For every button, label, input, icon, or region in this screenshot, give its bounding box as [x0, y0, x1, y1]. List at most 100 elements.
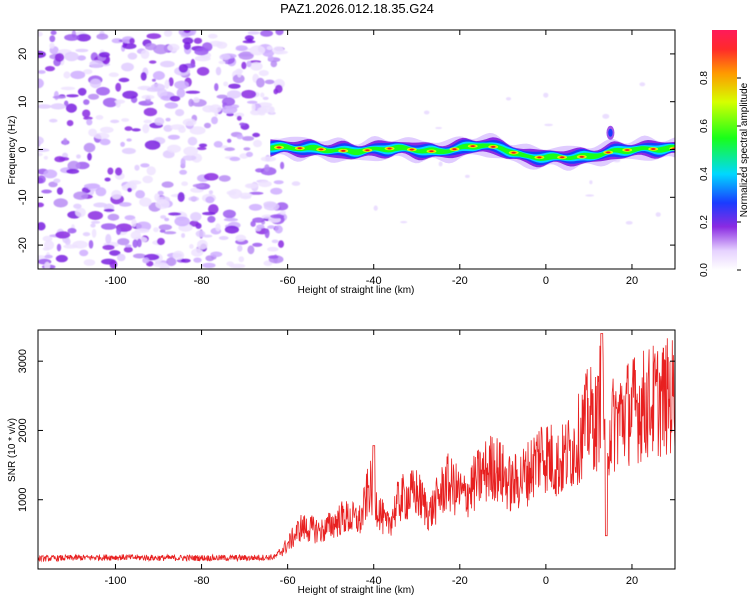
noise-speckle — [66, 94, 79, 98]
noise-speckle — [73, 191, 89, 200]
noise-speckle — [107, 167, 114, 175]
noise-speckle — [83, 142, 96, 153]
noise-speckle — [275, 202, 289, 211]
noise-speckle — [438, 161, 443, 167]
noise-speckle — [195, 230, 206, 238]
noise-speckle — [264, 164, 270, 172]
noise-speckle — [62, 138, 68, 146]
noise-speckle — [144, 140, 161, 150]
noise-speckle — [143, 107, 158, 117]
ridge-core — [560, 156, 565, 159]
noise-speckle — [221, 105, 238, 114]
noise-speckle — [222, 97, 235, 107]
noise-speckle — [236, 134, 244, 140]
y-tick-label: 2000 — [17, 418, 29, 442]
noise-speckle — [152, 71, 165, 80]
x-tick-label: -100 — [104, 275, 126, 287]
noise-speckle — [258, 180, 272, 188]
noise-speckle — [42, 247, 51, 251]
noise-speckle — [83, 99, 90, 105]
noise-speckle — [151, 78, 156, 82]
noise-speckle — [543, 92, 549, 98]
noise-speckle — [133, 253, 146, 259]
noise-speckle — [226, 90, 242, 99]
noise-speckle — [109, 260, 118, 269]
noise-speckle — [49, 42, 55, 49]
noise-speckle — [187, 136, 198, 146]
noise-speckle — [246, 60, 252, 68]
noise-speckle — [236, 69, 242, 78]
noise-speckle — [126, 138, 132, 142]
ridge-core — [606, 151, 611, 154]
noise-speckle — [156, 237, 165, 246]
noise-speckle — [83, 116, 93, 120]
snr-frame — [37, 329, 676, 570]
colorbar: 0.0 0.2 0.4 0.6 0.8 Normalized spectral ampl… — [699, 30, 750, 277]
noise-speckle — [183, 30, 191, 34]
noise-speckle — [53, 198, 68, 208]
noise-speckle — [226, 261, 234, 267]
noise-speckles — [38, 30, 661, 269]
noise-speckle — [115, 100, 121, 108]
x-tick-label: -60 — [280, 575, 296, 587]
noise-speckle — [202, 211, 216, 216]
noise-speckle — [204, 122, 211, 129]
noise-speckle — [63, 244, 78, 249]
noise-speckle — [159, 229, 166, 233]
noise-speckle — [38, 148, 50, 152]
noise-speckle — [268, 255, 279, 259]
noise-speckle — [104, 177, 111, 182]
noise-speckle — [75, 207, 86, 218]
noise-speckle — [251, 102, 256, 113]
noise-speckle — [180, 258, 191, 263]
noise-speckle — [189, 220, 199, 227]
noise-speckle — [252, 217, 265, 223]
noise-speckle — [154, 193, 160, 202]
noise-speckle — [154, 117, 165, 126]
noise-speckle — [213, 141, 223, 148]
noise-speckle — [38, 152, 43, 157]
noise-speckle — [128, 180, 142, 185]
noise-speckle — [45, 66, 55, 72]
noise-speckle — [262, 96, 269, 100]
noise-speckle — [174, 80, 190, 90]
noise-speckle — [505, 97, 512, 101]
ridge-core — [452, 148, 457, 151]
noise-speckle — [192, 183, 205, 188]
noise-speckle — [109, 250, 121, 256]
noise-speckle — [194, 47, 209, 56]
y-tick-label: -10 — [17, 189, 29, 205]
noise-speckle — [179, 169, 188, 175]
noise-speckle — [89, 78, 102, 89]
noise-speckle — [139, 86, 148, 91]
noise-speckle — [207, 33, 218, 39]
noise-speckle — [102, 97, 119, 108]
noise-speckle — [38, 222, 46, 231]
noise-speckle — [121, 147, 136, 155]
noise-speckle — [226, 190, 237, 196]
ridge-core — [319, 148, 324, 151]
noise-speckle — [270, 187, 283, 195]
noise-speckle — [249, 45, 266, 56]
noise-speckle — [124, 215, 136, 221]
noise-speckle — [169, 95, 181, 102]
noise-speckle — [246, 151, 253, 158]
noise-speckle — [258, 70, 269, 77]
noise-speckle — [235, 234, 246, 242]
y-tick-label: 3000 — [17, 349, 29, 373]
noise-speckle — [132, 239, 138, 248]
noise-speckle — [42, 235, 53, 242]
noise-speckle — [219, 54, 231, 61]
noise-speckle — [140, 72, 147, 81]
noise-speckle — [278, 240, 284, 248]
chart-title: PAZ1.2026.012.18.35.G24 — [280, 1, 434, 16]
noise-speckle — [264, 228, 270, 239]
noise-speckle — [100, 126, 114, 134]
noise-speckle — [91, 228, 97, 238]
noise-speckle — [129, 38, 135, 45]
noise-speckle — [55, 254, 68, 263]
ridge-core — [387, 147, 392, 150]
noise-speckle — [152, 262, 168, 268]
noise-speckle — [242, 136, 255, 141]
